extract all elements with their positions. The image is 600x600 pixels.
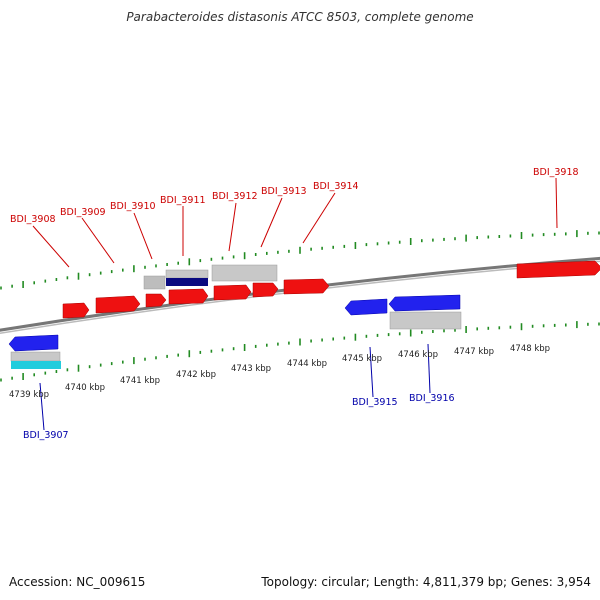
gene-arrow-forward[interactable] <box>168 288 209 305</box>
tick-row-bottom <box>0 321 600 382</box>
gene-label-reverse[interactable]: BDI_3916 <box>409 393 455 404</box>
gene-arrow-forward[interactable] <box>62 302 90 319</box>
gene-label-forward[interactable]: BDI_3913 <box>261 186 307 197</box>
leader-line <box>302 192 336 244</box>
leader-line <box>81 217 115 264</box>
kbp-labels: 4739 kbp 4740 kbp 4741 kbp 4742 kbp 4743… <box>9 344 550 400</box>
gene-label-forward[interactable]: BDI_3908 <box>10 214 56 225</box>
gene-arrow-forward[interactable] <box>145 293 167 308</box>
leader-line <box>555 177 558 229</box>
leader-line <box>32 225 70 268</box>
accession-text: Accession: NC_009615 <box>9 575 146 589</box>
gene-arrow-forward[interactable] <box>95 295 141 314</box>
feature-bar <box>165 269 209 279</box>
gene-label-forward[interactable]: BDI_3912 <box>212 191 258 202</box>
reverse-genes <box>8 294 461 352</box>
feature-bar <box>211 264 278 282</box>
leader-line <box>369 346 374 398</box>
gene-arrow-forward[interactable] <box>516 260 600 279</box>
leader-line <box>133 212 153 260</box>
leader-line <box>39 382 45 431</box>
kbp-label: 4741 kbp <box>120 376 160 386</box>
gene-arrow-forward[interactable] <box>252 282 279 298</box>
kbp-label: 4744 kbp <box>287 359 327 369</box>
gene-label-forward[interactable]: BDI_3910 <box>110 201 156 212</box>
gene-label-reverse[interactable]: BDI_3907 <box>23 430 69 441</box>
forward-genes <box>62 260 600 319</box>
tick-row-top <box>0 230 600 290</box>
feature-bar <box>10 351 61 362</box>
gene-label-reverse[interactable]: BDI_3915 <box>352 397 398 408</box>
kbp-label: 4742 kbp <box>176 370 216 380</box>
kbp-label: 4743 kbp <box>231 364 271 374</box>
backbone-strand-inner <box>0 260 600 334</box>
kbp-label: 4739 kbp <box>9 390 49 400</box>
gene-arrow-forward[interactable] <box>283 278 330 295</box>
kbp-label: 4740 kbp <box>65 383 105 393</box>
gene-label-forward[interactable]: BDI_3914 <box>313 181 359 192</box>
backbone <box>0 256 600 334</box>
kbp-label: 4746 kbp <box>398 350 438 360</box>
gene-label-forward[interactable]: BDI_3909 <box>60 207 106 218</box>
gene-arrow-reverse[interactable] <box>388 294 461 312</box>
gene-label-forward[interactable]: BDI_3918 <box>533 167 579 178</box>
gene-arrow-reverse[interactable] <box>8 334 59 352</box>
leader-line <box>427 343 431 394</box>
gene-labels: BDI_3908 BDI_3909 BDI_3910 BDI_3911 BDI_… <box>10 167 579 441</box>
feature-bar <box>143 275 166 290</box>
feature-bar-cyan <box>11 361 61 369</box>
feature-bar-navy <box>166 278 208 286</box>
gene-arrow-reverse[interactable] <box>344 298 388 316</box>
leader-lines <box>32 177 558 431</box>
genome-summary-text: Topology: circular; Length: 4,811,379 bp… <box>261 575 591 589</box>
leader-line <box>260 197 283 248</box>
gene-arrow-forward[interactable] <box>213 284 252 301</box>
kbp-label: 4747 kbp <box>454 347 494 357</box>
gene-label-forward[interactable]: BDI_3911 <box>160 195 206 206</box>
feature-tracks <box>10 264 462 369</box>
kbp-label: 4745 kbp <box>342 354 382 364</box>
leader-line <box>228 202 237 252</box>
kbp-label: 4748 kbp <box>510 344 550 354</box>
genome-title: Parabacteroides distasonis ATCC 8503, co… <box>126 10 474 24</box>
feature-bar <box>389 311 462 330</box>
